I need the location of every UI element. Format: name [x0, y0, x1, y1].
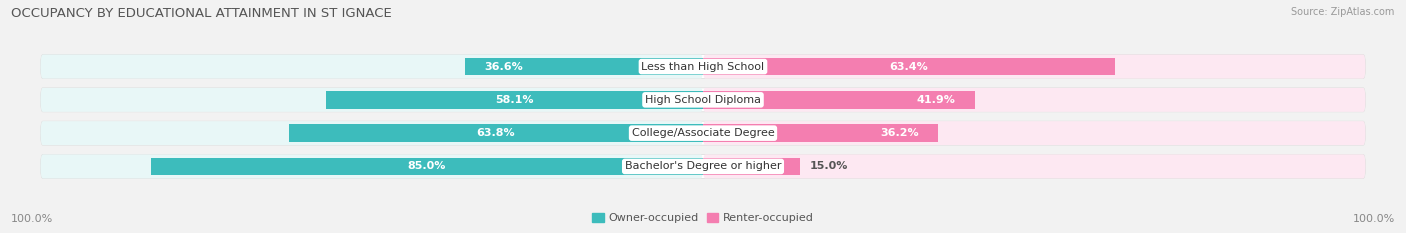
Text: 36.6%: 36.6% — [485, 62, 523, 72]
Text: 63.8%: 63.8% — [477, 128, 515, 138]
Text: 63.4%: 63.4% — [890, 62, 928, 72]
Bar — [465, 58, 703, 75]
FancyBboxPatch shape — [41, 121, 703, 145]
Bar — [703, 158, 800, 175]
FancyBboxPatch shape — [41, 55, 1365, 79]
FancyBboxPatch shape — [703, 121, 1365, 145]
Text: 100.0%: 100.0% — [11, 214, 53, 224]
Text: 85.0%: 85.0% — [408, 161, 446, 171]
Text: Less than High School: Less than High School — [641, 62, 765, 72]
Legend: Owner-occupied, Renter-occupied: Owner-occupied, Renter-occupied — [588, 208, 818, 227]
FancyBboxPatch shape — [41, 88, 703, 112]
Text: 36.2%: 36.2% — [880, 128, 918, 138]
Bar — [288, 124, 703, 142]
Text: 100.0%: 100.0% — [1353, 214, 1395, 224]
Bar — [703, 124, 938, 142]
FancyBboxPatch shape — [703, 154, 1365, 178]
FancyBboxPatch shape — [41, 55, 703, 79]
FancyBboxPatch shape — [41, 154, 1365, 178]
Text: Bachelor's Degree or higher: Bachelor's Degree or higher — [624, 161, 782, 171]
Bar — [703, 58, 1115, 75]
Text: High School Diploma: High School Diploma — [645, 95, 761, 105]
FancyBboxPatch shape — [41, 121, 1365, 145]
Text: College/Associate Degree: College/Associate Degree — [631, 128, 775, 138]
Text: Source: ZipAtlas.com: Source: ZipAtlas.com — [1291, 7, 1395, 17]
Text: 41.9%: 41.9% — [917, 95, 956, 105]
Text: 15.0%: 15.0% — [810, 161, 849, 171]
Bar — [326, 91, 703, 109]
Text: 58.1%: 58.1% — [495, 95, 534, 105]
FancyBboxPatch shape — [703, 88, 1365, 112]
Bar — [150, 158, 703, 175]
Bar — [703, 91, 976, 109]
FancyBboxPatch shape — [41, 154, 703, 178]
FancyBboxPatch shape — [41, 88, 1365, 112]
FancyBboxPatch shape — [703, 55, 1365, 79]
Text: OCCUPANCY BY EDUCATIONAL ATTAINMENT IN ST IGNACE: OCCUPANCY BY EDUCATIONAL ATTAINMENT IN S… — [11, 7, 392, 20]
